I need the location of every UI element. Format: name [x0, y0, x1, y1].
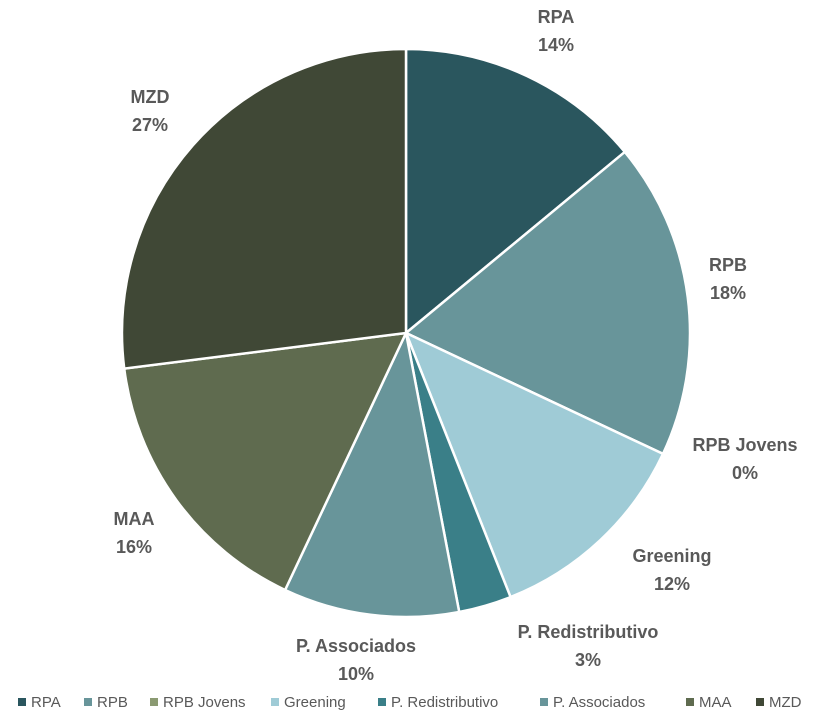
legend-label: MZD	[769, 694, 802, 711]
slice-value: 0%	[732, 463, 758, 483]
legend-swatch	[378, 698, 386, 706]
legend-swatch	[150, 698, 158, 706]
slice-value: 14%	[538, 35, 574, 55]
slice-value: 12%	[654, 574, 690, 594]
slice-label: MAA	[114, 509, 155, 529]
legend-swatch	[84, 698, 92, 706]
slice-label: RPA	[538, 7, 575, 27]
slice-label: P. Associados	[296, 636, 416, 656]
slice-value: 27%	[132, 115, 168, 135]
slice-label: Greening	[632, 546, 711, 566]
pie-slice	[404, 47, 627, 335]
pie-slice	[122, 331, 408, 592]
slice-label: MZD	[131, 87, 170, 107]
legend-label: RPB	[97, 694, 128, 711]
slice-value: 18%	[710, 283, 746, 303]
pie-slice	[120, 47, 408, 370]
slice-value: 10%	[338, 664, 374, 684]
slice-label: RPB Jovens	[692, 435, 797, 455]
slice-label: RPB	[709, 255, 747, 275]
legend-swatch	[756, 698, 764, 706]
legend-label: P. Redistributivo	[391, 694, 498, 711]
slice-value: 3%	[575, 650, 601, 670]
pie-slice	[404, 150, 692, 456]
slice-value: 16%	[116, 537, 152, 557]
legend-label: P. Associados	[553, 694, 645, 711]
pie-slice	[283, 331, 461, 619]
legend-label: Greening	[284, 694, 346, 711]
legend-swatch	[271, 698, 279, 706]
slice-label: P. Redistributivo	[518, 622, 659, 642]
legend-label: RPA	[31, 694, 61, 711]
legend-label: RPB Jovens	[163, 694, 246, 711]
legend-label: MAA	[699, 694, 732, 711]
pie-slice	[404, 331, 665, 599]
legend-swatch	[686, 698, 694, 706]
legend-swatch	[18, 698, 26, 706]
legend-swatch	[540, 698, 548, 706]
